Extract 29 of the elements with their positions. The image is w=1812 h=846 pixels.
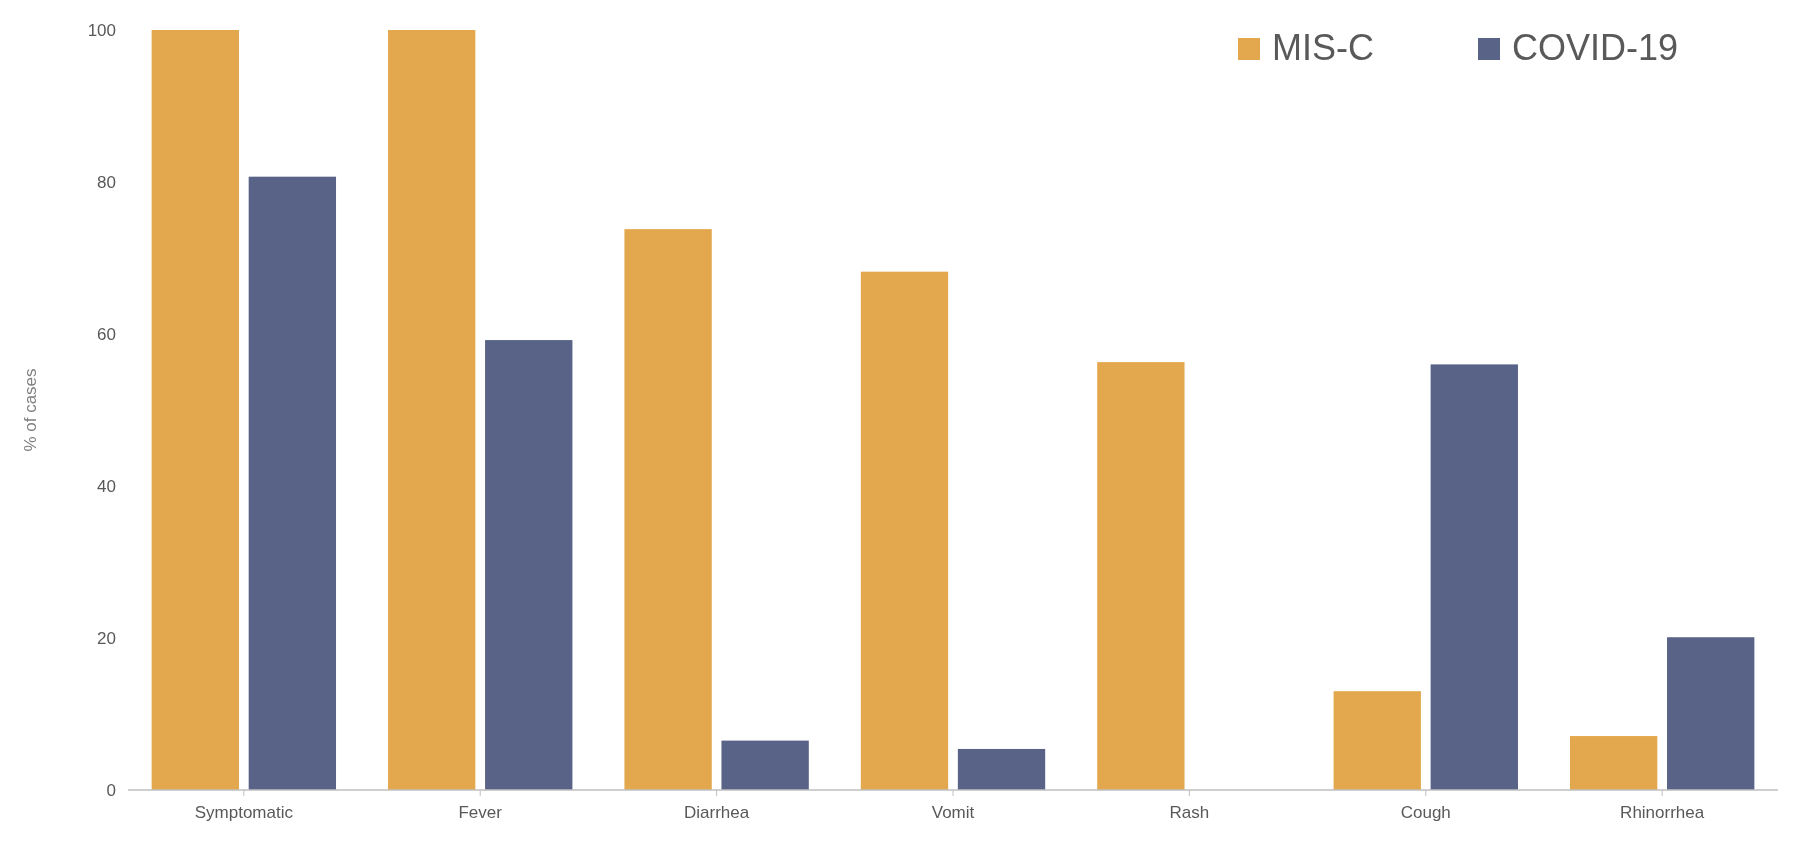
y-tick-label: 0 [106, 780, 116, 800]
bar [1430, 364, 1518, 790]
bar [151, 30, 239, 790]
y-tick-label: 20 [97, 628, 116, 648]
x-tick-label: Vomit [931, 803, 975, 822]
x-tick-label: Rhinorrhea [1620, 803, 1705, 822]
bar [1333, 691, 1421, 790]
x-tick-label: Rash [1169, 803, 1210, 822]
x-tick-label: Diarrhea [684, 803, 750, 822]
bar [957, 748, 1046, 790]
bar [624, 229, 712, 790]
bar [1097, 362, 1185, 790]
bar [860, 271, 949, 790]
x-tick-label: Fever [458, 803, 503, 822]
x-tick-label: Symptomatic [194, 803, 294, 822]
y-tick-label: 100 [87, 20, 116, 40]
legend-label: COVID-19 [1512, 27, 1679, 68]
y-axis-title: % of cases [21, 368, 40, 452]
bar [248, 176, 337, 790]
y-tick-label: 80 [97, 172, 116, 192]
y-tick-label: 60 [97, 324, 116, 344]
bar [1667, 637, 1755, 790]
bar [721, 740, 809, 790]
x-tick-label: Cough [1400, 803, 1451, 822]
y-tick-label: 40 [97, 476, 116, 496]
bar [485, 340, 573, 790]
legend-label: MIS-C [1272, 27, 1374, 68]
bar [1569, 736, 1658, 790]
bar [388, 30, 476, 790]
